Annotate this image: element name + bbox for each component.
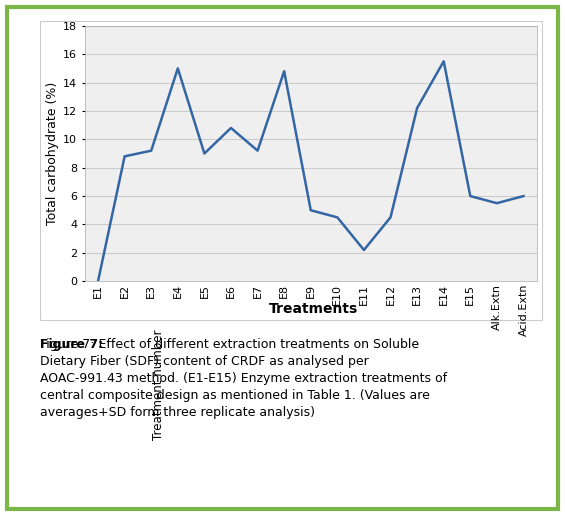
Text: Figure 7: Effect of different extraction treatments on Soluble
Dietary Fiber (SD: Figure 7: Effect of different extraction… [40,338,447,419]
Text: Figure 7:: Figure 7: [40,338,103,351]
Y-axis label: Total carbohydrate (%): Total carbohydrate (%) [46,82,59,225]
Text: Treatment number: Treatment number [151,329,165,440]
Text: Figure 7:: Figure 7: [0,515,1,516]
Text: Treatments: Treatments [269,302,358,316]
